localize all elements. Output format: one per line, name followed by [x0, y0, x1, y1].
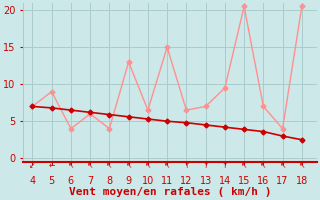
X-axis label: Vent moyen/en rafales ( km/h ): Vent moyen/en rafales ( km/h ) [69, 187, 271, 197]
Text: ↖: ↖ [299, 161, 305, 170]
Text: ←: ← [48, 161, 55, 170]
Text: ↖: ↖ [164, 161, 170, 170]
Text: ↑: ↑ [183, 161, 189, 170]
Text: ↖: ↖ [279, 161, 286, 170]
Text: ↑: ↑ [203, 161, 209, 170]
Text: ↖: ↖ [68, 161, 74, 170]
Text: ↖: ↖ [260, 161, 267, 170]
Text: ↖: ↖ [241, 161, 247, 170]
Text: ↖: ↖ [87, 161, 93, 170]
Text: ↙: ↙ [29, 161, 36, 170]
Text: ↖: ↖ [125, 161, 132, 170]
Text: ↖: ↖ [145, 161, 151, 170]
Text: ↑: ↑ [222, 161, 228, 170]
Text: ↖: ↖ [106, 161, 113, 170]
